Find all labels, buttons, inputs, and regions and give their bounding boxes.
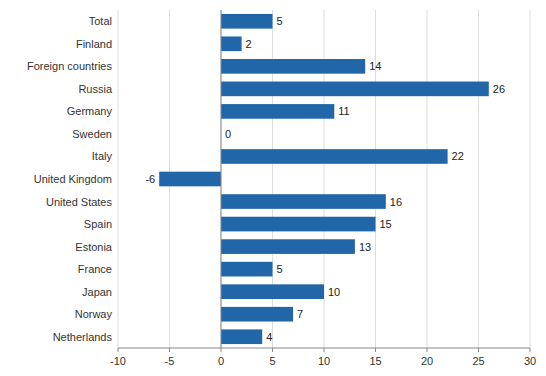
tick-mark bbox=[530, 348, 531, 352]
bar bbox=[221, 194, 386, 209]
bar bbox=[221, 104, 334, 119]
grid-line bbox=[478, 10, 479, 348]
category-label: Japan bbox=[82, 286, 112, 298]
tick-label: 15 bbox=[369, 355, 381, 367]
data-label: 11 bbox=[338, 105, 349, 117]
tick-label: -10 bbox=[110, 355, 126, 367]
category-label: United Kingdom bbox=[34, 173, 112, 185]
tick-label: 30 bbox=[524, 355, 536, 367]
category-label: Netherlands bbox=[53, 331, 113, 343]
data-label: 4 bbox=[266, 331, 272, 343]
tick-mark bbox=[427, 348, 428, 352]
data-label: -6 bbox=[145, 173, 155, 185]
tick-label: 25 bbox=[472, 355, 484, 367]
data-label: 5 bbox=[277, 15, 283, 27]
grid-line bbox=[530, 10, 531, 348]
tick-mark bbox=[324, 348, 325, 352]
tick-mark bbox=[169, 348, 170, 352]
tick-mark bbox=[375, 348, 376, 352]
chart-container: -10-5051015202530NetherlandsNorwayJapanF… bbox=[0, 0, 546, 376]
bar bbox=[221, 149, 448, 164]
category-label: Germany bbox=[67, 105, 113, 117]
bar bbox=[221, 14, 273, 29]
category-label: Sweden bbox=[72, 128, 112, 140]
tick-label: 5 bbox=[269, 355, 275, 367]
category-label: Foreign countries bbox=[27, 60, 112, 72]
bar bbox=[159, 172, 221, 187]
bar bbox=[221, 36, 242, 51]
data-label: 5 bbox=[277, 263, 283, 275]
x-axis-line bbox=[118, 348, 530, 349]
chart-svg: -10-5051015202530NetherlandsNorwayJapanF… bbox=[0, 0, 546, 376]
data-label: 10 bbox=[328, 286, 340, 298]
data-labels: 4 7 10 5 13 15 16 -6 22 0 11 26 14 2 5 bbox=[145, 15, 505, 342]
grid bbox=[118, 10, 530, 348]
data-label: 22 bbox=[452, 150, 464, 162]
data-label: 0 bbox=[225, 128, 231, 140]
tick-label: 10 bbox=[318, 355, 330, 367]
category-label: United States bbox=[46, 196, 113, 208]
grid-line bbox=[427, 10, 428, 348]
bar bbox=[221, 284, 324, 299]
tick-mark bbox=[478, 348, 479, 352]
x-ticks: -10 -5 0 5 10 15 20 25 30 bbox=[110, 348, 536, 367]
data-label: 7 bbox=[297, 308, 303, 320]
tick-mark bbox=[118, 348, 119, 352]
data-label: 2 bbox=[246, 38, 252, 50]
bar bbox=[221, 329, 262, 344]
category-label: Italy bbox=[92, 150, 113, 162]
bar bbox=[221, 217, 376, 232]
tick-mark bbox=[272, 348, 273, 352]
category-label: Estonia bbox=[75, 241, 113, 253]
tick-label: 20 bbox=[421, 355, 433, 367]
data-label: 14 bbox=[369, 60, 381, 72]
zero-line bbox=[221, 10, 222, 348]
data-label: 15 bbox=[380, 218, 392, 230]
bars bbox=[159, 14, 489, 344]
grid-line bbox=[221, 10, 222, 348]
bar bbox=[221, 262, 273, 277]
data-label: 13 bbox=[359, 241, 371, 253]
category-label: Norway bbox=[75, 308, 113, 320]
bar bbox=[221, 59, 365, 74]
category-label: Total bbox=[89, 15, 112, 27]
bar bbox=[221, 239, 355, 254]
category-label: France bbox=[78, 263, 112, 275]
category-label: Finland bbox=[76, 38, 112, 50]
category-label: Russia bbox=[78, 83, 113, 95]
tick-mark bbox=[221, 348, 222, 352]
bar bbox=[221, 82, 489, 97]
y-labels: Netherlands Norway Japan France Estonia Spain… bbox=[27, 15, 113, 342]
data-label: 26 bbox=[493, 83, 505, 95]
category-label: Spain bbox=[84, 218, 112, 230]
tick-label: 0 bbox=[218, 355, 224, 367]
tick-label: -5 bbox=[165, 355, 175, 367]
bar bbox=[221, 307, 293, 322]
data-label: 16 bbox=[390, 196, 402, 208]
grid-line bbox=[118, 10, 119, 348]
